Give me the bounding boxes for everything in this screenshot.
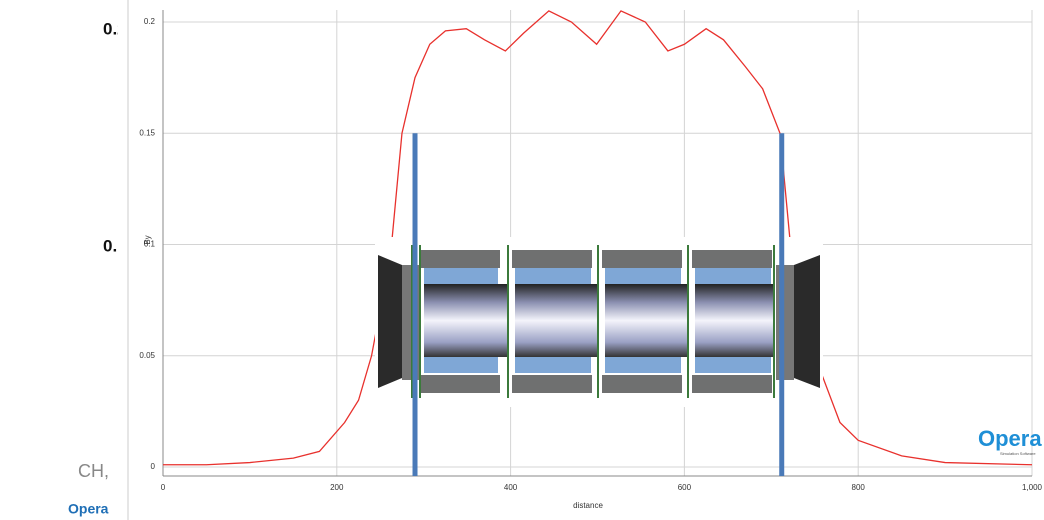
x-tick-label: 0 — [161, 483, 166, 492]
chart: 0.2 0.1 02004006008001,00000.050.10.150.… — [0, 0, 1044, 520]
magnet-assembly — [375, 237, 823, 407]
logo-subtitle: Simulation Software — [1000, 451, 1036, 456]
logo: Opera — [978, 426, 1042, 451]
y-tick-label: 0.15 — [139, 128, 155, 137]
logo: Opera — [68, 501, 109, 517]
x-tick-label: 600 — [678, 483, 692, 492]
y-tick-label: 0.2 — [144, 17, 156, 26]
x-axis-label: distance — [573, 501, 603, 510]
y-tick-label: 0.05 — [139, 351, 155, 360]
x-tick-label: 200 — [330, 483, 344, 492]
x-tick-label: 400 — [504, 483, 518, 492]
y-axis-label: By — [143, 235, 152, 244]
x-tick-label: 800 — [852, 483, 866, 492]
caption: CH, — [78, 461, 109, 481]
x-tick-label: 1,000 — [1022, 483, 1043, 492]
y-tick-label: 0 — [151, 462, 156, 471]
